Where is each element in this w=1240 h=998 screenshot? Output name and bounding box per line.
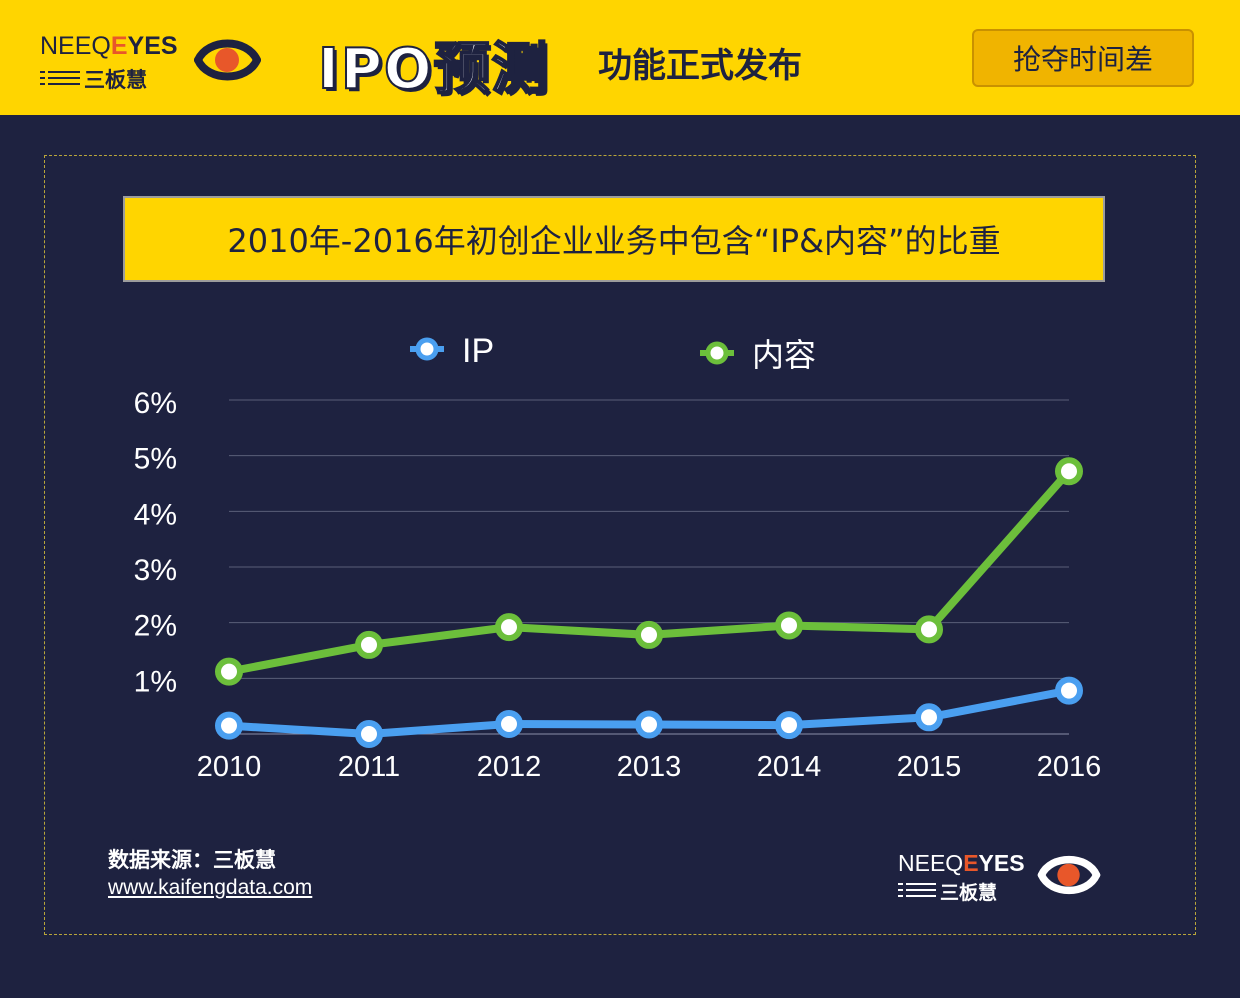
neeqeyes-logo[interactable]: NEEQEYES 三板慧 — [40, 30, 270, 92]
data-source-label: 数据来源：三板慧 — [108, 848, 276, 872]
top-banner: NEEQEYES 三板慧 IPO预测 功能正式发布 抢夺时间差 — [0, 0, 1240, 115]
eye-logo-icon — [194, 39, 261, 81]
legend-content-label: 内容 — [752, 336, 816, 374]
footer-neeqeyes-logo[interactable]: NEEQEYES 三板慧 — [898, 848, 1108, 908]
footer-eye-logo-icon — [1037, 855, 1101, 895]
x-axis-ticks: 2010 2011 2012 2013 2014 2015 2016 — [197, 751, 1102, 783]
grid-layer — [229, 399, 1069, 735]
y-tick-label: 2% — [134, 610, 177, 643]
data-point[interactable] — [495, 613, 523, 642]
ipo-promo-title: IPO预测 — [317, 36, 550, 103]
data-point[interactable] — [215, 657, 243, 686]
footer-logo-wordmark: NEEQEYES — [898, 850, 1025, 876]
series-content — [215, 457, 1083, 686]
logo-lines-icon — [40, 71, 80, 85]
series-ip — [215, 676, 1083, 748]
y-tick-label: 3% — [134, 554, 177, 587]
data-point[interactable] — [915, 615, 943, 644]
grab-time-button[interactable]: 抢夺时间差 — [972, 29, 1194, 87]
legend-ip-label: IP — [462, 332, 494, 370]
chart-title-banner: 2010年-2016年初创企业业务中包含“IP&内容”的比重 — [123, 196, 1105, 282]
data-point[interactable] — [1055, 457, 1083, 486]
promo-tagline: 功能正式发布 — [598, 46, 802, 86]
data-point[interactable] — [355, 720, 383, 748]
data-point[interactable] — [775, 711, 803, 740]
y-tick-label: 1% — [134, 665, 177, 698]
data-point[interactable] — [635, 710, 663, 739]
logo-cn-text: 三板慧 — [84, 68, 147, 92]
x-tick-label: 2016 — [1037, 751, 1102, 783]
series-layer — [215, 457, 1083, 748]
data-point[interactable] — [915, 703, 943, 732]
x-tick-label: 2012 — [477, 751, 542, 783]
data-point[interactable] — [355, 630, 383, 659]
footer-logo-lines-icon — [898, 883, 936, 897]
x-tick-label: 2010 — [197, 751, 262, 783]
data-point[interactable] — [215, 711, 243, 740]
footer-logo-cn-text: 三板慧 — [940, 882, 998, 904]
legend-item-ip[interactable]: IP — [410, 332, 494, 370]
data-point[interactable] — [635, 620, 663, 649]
chart-title: 2010年-2016年初创企业业务中包含“IP&内容”的比重 — [227, 222, 1001, 260]
legend-item-content[interactable]: 内容 — [700, 336, 816, 374]
x-tick-label: 2015 — [897, 751, 962, 783]
chart-frame — [44, 155, 1196, 935]
data-point[interactable] — [1055, 676, 1083, 705]
y-tick-label: 4% — [134, 498, 177, 531]
data-point[interactable] — [495, 709, 523, 738]
legend-ip-marker — [415, 337, 439, 361]
x-tick-label: 2011 — [338, 751, 400, 783]
data-source-link[interactable]: www.kaifengdata.com — [108, 876, 313, 899]
x-tick-label: 2013 — [617, 751, 682, 783]
x-tick-label: 2014 — [757, 751, 822, 783]
y-tick-label: 5% — [134, 443, 177, 476]
legend-content-marker — [705, 341, 729, 365]
y-axis-ticks: 1% 2% 3% 4% 5% 6% — [134, 387, 177, 698]
data-point[interactable] — [775, 611, 803, 640]
logo-wordmark: NEEQEYES — [40, 32, 178, 60]
y-tick-label: 6% — [134, 387, 177, 420]
